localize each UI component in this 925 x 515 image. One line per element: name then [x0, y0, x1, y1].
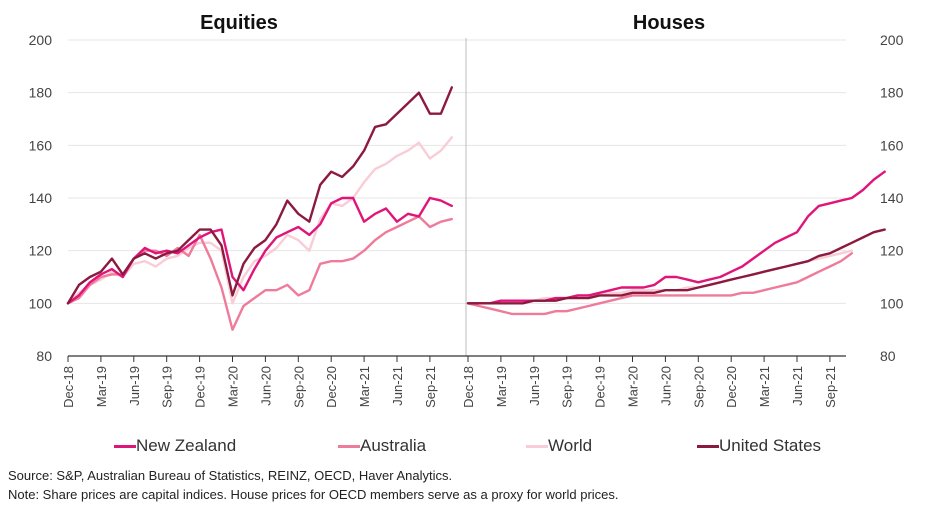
houses-x-tick-label-Jun-20: Jun-20 — [658, 366, 673, 406]
houses-x-tick-label-Dec-18: Dec-18 — [461, 366, 476, 408]
y-tick-label-right-120: 120 — [880, 243, 904, 259]
houses-x-tick-label-Mar-21: Mar-21 — [757, 366, 772, 407]
equities-x-tick-label-Jun-21: Jun-21 — [390, 366, 405, 406]
houses-x-tick-label-Sep-21: Sep-21 — [823, 366, 838, 408]
equities-x-tick-label-Dec-20: Dec-20 — [324, 366, 339, 408]
equities-x-tick-label-Mar-20: Mar-20 — [226, 366, 241, 407]
y-tick-label-right-200: 200 — [880, 32, 904, 48]
legend-label-united-states: United States — [719, 436, 822, 455]
equities-x-tick-label-Sep-19: Sep-19 — [160, 366, 175, 408]
equities-x-tick-label-Jun-20: Jun-20 — [258, 366, 273, 406]
y-tick-label-left-80: 80 — [36, 348, 52, 364]
houses-x-tick-label-Sep-20: Sep-20 — [691, 366, 706, 408]
legend-swatch-australia — [338, 444, 360, 448]
y-tick-label-left-200: 200 — [29, 32, 53, 48]
equities-x-tick-label-Dec-19: Dec-19 — [193, 366, 208, 408]
equities-x-tick-label-Mar-21: Mar-21 — [357, 366, 372, 407]
y-tick-label-left-140: 140 — [29, 190, 53, 206]
y-tick-label-left-100: 100 — [29, 295, 53, 311]
equities-x-tick-label-Dec-18: Dec-18 — [61, 366, 76, 408]
houses-x-tick-label-Jun-21: Jun-21 — [790, 366, 805, 406]
houses-x-tick-label-Jun-19: Jun-19 — [527, 366, 542, 406]
chart-notes: Source: S&P, Australian Bureau of Statis… — [8, 466, 918, 504]
equities-x-tick-label-Sep-21: Sep-21 — [423, 366, 438, 408]
houses-series-united-states — [466, 228, 886, 305]
chart-figure: 80 80 100 100 120 120 140 140 160 160 180 180 200 200… — [29, 32, 904, 408]
equities-series-united-states — [66, 86, 453, 305]
houses-x-tick-label-Mar-20: Mar-20 — [626, 366, 641, 407]
houses-x-tick-label-Sep-19: Sep-19 — [560, 366, 575, 408]
houses-series-new-zealand — [466, 170, 886, 305]
houses-series-australia — [466, 252, 853, 316]
equities-x-tick-label-Mar-19: Mar-19 — [94, 366, 109, 407]
y-tick-label-left-120: 120 — [29, 243, 53, 259]
equities-x-tick-label-Sep-20: Sep-20 — [291, 366, 306, 408]
y-tick-label-right-160: 160 — [880, 137, 904, 153]
legend-item-australia: Australia — [338, 436, 426, 456]
source-note: Source: S&P, Australian Bureau of Statis… — [8, 468, 453, 483]
legend-swatch-united-states — [697, 444, 719, 448]
equities-panel-title: Equities — [200, 12, 278, 34]
y-tick-label-right-140: 140 — [880, 190, 904, 206]
houses-panel-title: Houses — [632, 12, 706, 34]
legend-item-united-states: United States — [697, 436, 821, 456]
legend-swatch-world — [526, 444, 548, 448]
y-tick-label-left-160: 160 — [29, 137, 53, 153]
y-tick-label-right-180: 180 — [880, 85, 904, 101]
y-tick-label-left-180: 180 — [29, 85, 53, 101]
y-tick-label-right-100: 100 — [880, 295, 904, 311]
houses-x-tick-label-Dec-19: Dec-19 — [593, 366, 608, 408]
legend-label-australia: Australia — [360, 436, 427, 455]
legend-label-new-zealand: New Zealand — [136, 436, 237, 455]
houses-x-tick-label-Dec-20: Dec-20 — [724, 366, 739, 408]
legend-label-world: World — [548, 436, 593, 455]
legend-item-world: World — [526, 436, 592, 456]
legend-item-new-zealand: New Zealand — [114, 436, 236, 456]
legend-swatch-new-zealand — [114, 444, 136, 448]
y-tick-label-right-80: 80 — [880, 348, 896, 364]
chart-legend: New Zealand Australia World United State… — [0, 436, 925, 460]
footnote: Note: Share prices are capital indices. … — [8, 487, 619, 502]
equities-series-world — [66, 136, 453, 305]
houses-x-tick-label-Mar-19: Mar-19 — [494, 366, 509, 407]
equities-x-tick-label-Jun-19: Jun-19 — [127, 366, 142, 406]
